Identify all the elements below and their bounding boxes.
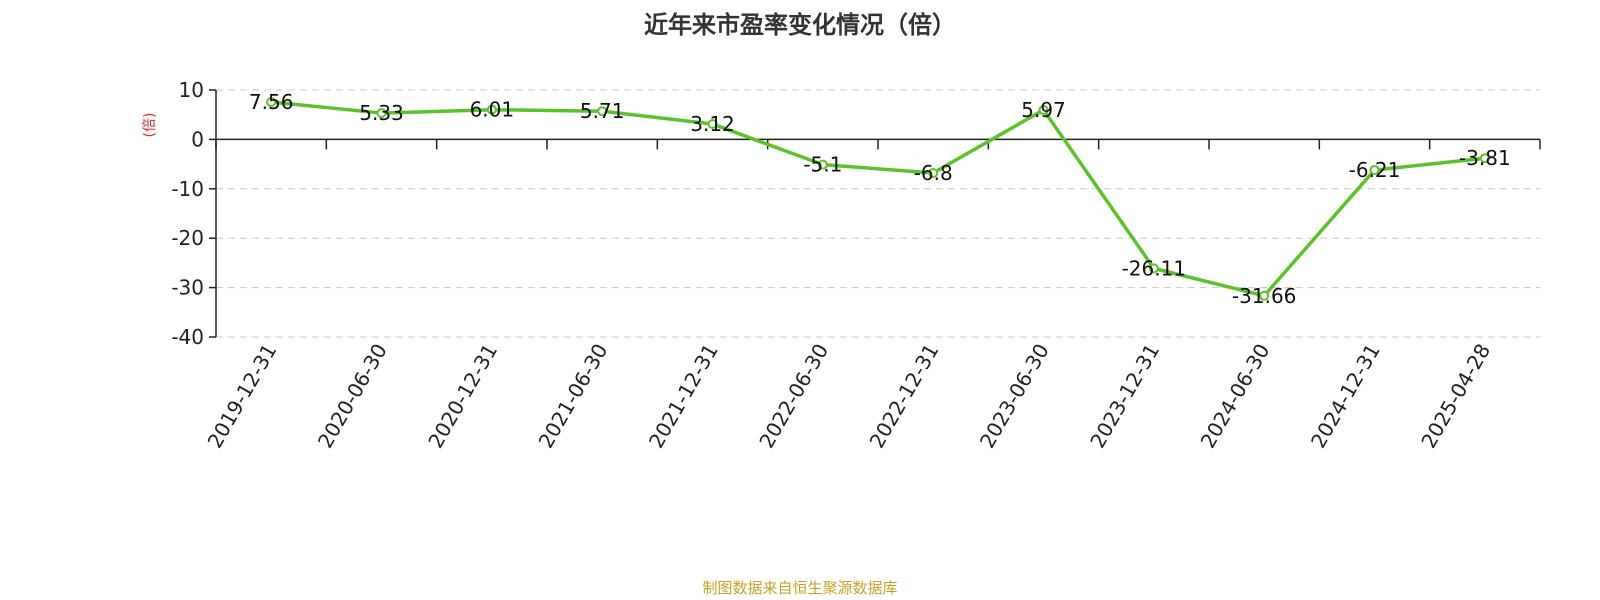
data-point (266, 97, 277, 108)
x-tick-label: 2021-06-30 (534, 340, 613, 453)
x-tick-label: 2022-06-30 (754, 340, 833, 453)
y-tick-label: 10 (179, 78, 204, 102)
series-line (270, 100, 1486, 298)
data-point (1038, 104, 1049, 115)
x-tick-label: 2024-12-31 (1306, 340, 1385, 453)
y-tick-label: -20 (171, 226, 204, 250)
data-label: -6.21 (1349, 158, 1401, 182)
data-point (1369, 165, 1380, 176)
data-label: -26.11 (1122, 256, 1186, 280)
data-label: -31.66 (1232, 284, 1296, 308)
data-label: 7.56 (249, 90, 294, 114)
grid-lines (216, 89, 1540, 338)
chart-title: 近年来市盈率变化情况（倍） (644, 11, 956, 39)
x-tick-label: 2023-06-30 (975, 340, 1054, 453)
data-label: 5.97 (1021, 98, 1066, 122)
y-axis-label: (倍) (142, 113, 158, 138)
data-label: 6.01 (470, 98, 515, 122)
data-point (1259, 290, 1270, 301)
x-tick-label: 2021-12-31 (644, 340, 723, 453)
x-tick-label: 2025-04-28 (1416, 340, 1495, 453)
data-point (1479, 153, 1490, 164)
source-note: 制图数据来自恒生聚源数据库 (702, 579, 897, 597)
data-point (486, 104, 497, 115)
data-point (376, 108, 387, 119)
data-label: 5.71 (580, 99, 625, 123)
data-label: 5.33 (359, 101, 404, 125)
x-tick-label: 2020-12-31 (423, 340, 502, 453)
data-point (707, 118, 718, 129)
y-tick-label: 0 (191, 127, 204, 151)
data-label: -5.1 (803, 153, 842, 177)
data-point (928, 167, 939, 178)
data-label: 3.12 (690, 112, 735, 136)
data-point (1148, 263, 1159, 274)
x-tick-label: 2022-12-31 (865, 340, 944, 453)
data-point (817, 159, 828, 170)
data-label: -3.81 (1459, 146, 1511, 170)
data-labels: 7.56 5.33 6.01 5.71 3.12 -5.1 -6.8 5.97 -26.11 -3… (249, 90, 1511, 308)
y-tick-label: -40 (171, 325, 204, 349)
x-tick-label: 2020-06-30 (313, 340, 392, 453)
x-tick-label: 2023-12-31 (1085, 340, 1164, 453)
series-line-group (266, 97, 1490, 301)
data-label: -6.8 (914, 161, 953, 185)
y-tick-label: -30 (171, 276, 204, 300)
x-tick-label: 2024-06-30 (1196, 340, 1275, 453)
y-tick-label: -10 (171, 177, 204, 201)
x-tick-label: 2019-12-31 (203, 340, 282, 453)
data-point (597, 106, 608, 117)
